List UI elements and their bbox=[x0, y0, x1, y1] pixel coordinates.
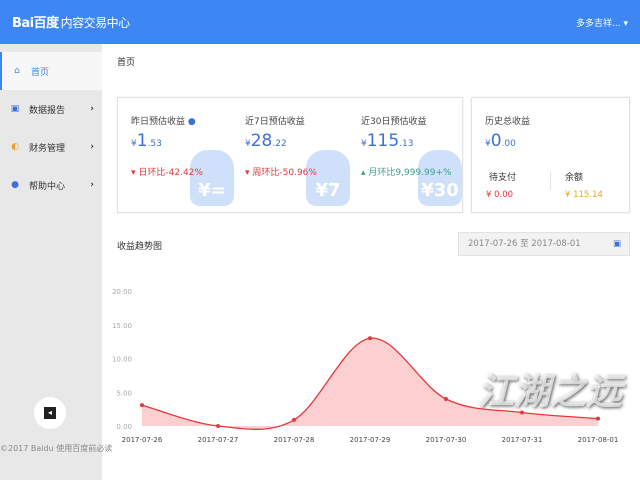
breadcrumb: 首页 bbox=[117, 58, 136, 68]
x-tick-label: 2017-07-30 bbox=[426, 436, 467, 444]
collapse-icon: ◂ bbox=[44, 407, 56, 419]
sidebar-item-home[interactable]: ⌂ 首页 bbox=[0, 52, 102, 90]
help-icon[interactable]: ● bbox=[187, 117, 196, 127]
data-point bbox=[216, 424, 220, 428]
estimate-card: ¥= ¥7 ¥30 昨日预估收益 ● ¥1.53 ▾ 日环比-42.42% 近7… bbox=[117, 97, 463, 213]
x-tick-label: 2017-08-01 bbox=[578, 436, 619, 444]
money-bag-icon: ¥= bbox=[190, 150, 234, 206]
chevron-right-icon: › bbox=[90, 104, 94, 114]
chevron-right-icon: › bbox=[90, 180, 94, 190]
x-tick-label: 2017-07-28 bbox=[274, 436, 315, 444]
x-tick-label: 2017-07-31 bbox=[502, 436, 543, 444]
data-point bbox=[520, 410, 524, 415]
date-range-picker[interactable]: 2017-07-26 至 2017-08-01 ▣ bbox=[458, 232, 630, 256]
home-icon: ⌂ bbox=[14, 66, 20, 76]
user-menu[interactable]: 多多吉祥... ▾ bbox=[576, 19, 628, 29]
trend-title: 收益趋势图 bbox=[117, 242, 163, 252]
arrow-down-icon: ▾ bbox=[131, 168, 139, 178]
chevron-right-icon: › bbox=[90, 142, 94, 152]
logo[interactable]: Bai百度 内容交易中心 bbox=[12, 16, 131, 31]
top-bar: Bai百度 内容交易中心 多多吉祥... ▾ bbox=[0, 0, 640, 44]
y-tick-label: 15.00 bbox=[112, 322, 132, 330]
sidebar-item-reports[interactable]: ▣ 数据报告 › bbox=[10, 104, 94, 116]
copyright: ©2017 Baidu 使用百度前必读 bbox=[0, 444, 113, 453]
x-tick-label: 2017-07-27 bbox=[198, 436, 239, 444]
help-icon: ● bbox=[11, 180, 19, 190]
balance-label: 余额 bbox=[565, 173, 584, 183]
y-tick-label: 5.00 bbox=[116, 389, 132, 397]
data-point bbox=[444, 397, 448, 401]
money-bag-icon: ¥7 bbox=[306, 150, 350, 206]
sidebar-item-help[interactable]: ● 帮助中心 › bbox=[11, 180, 94, 192]
stat-7days: 近7日预估收益 ¥28.22 ▾ 周环比-50.96% bbox=[245, 117, 317, 178]
data-point bbox=[596, 416, 600, 421]
sidebar-item-finance[interactable]: ◐ 财务管理 › bbox=[11, 142, 94, 154]
history-card: 历史总收益 ¥0.00 待支付 ¥ 0.00 余额 ¥ 115.14 bbox=[471, 97, 630, 213]
divider bbox=[550, 172, 551, 190]
sidebar: ⌂ 首页 ▣ 数据报告 › ◐ 财务管理 › ● 帮助中心 › ◂ bbox=[0, 44, 102, 480]
caret-down-icon: ▾ bbox=[623, 19, 628, 29]
y-tick-label: 20.00 bbox=[112, 288, 132, 296]
pending-value: ¥ 0.00 bbox=[486, 190, 514, 200]
x-tick-label: 2017-07-29 bbox=[350, 436, 391, 444]
history-total: 历史总收益 ¥0.00 bbox=[485, 117, 531, 151]
stat-yesterday: 昨日预估收益 ● ¥1.53 ▾ 日环比-42.42% bbox=[131, 117, 203, 178]
stat-30days: 近30日预估收益 ¥115.13 ▴ 月环比9,999.99+% bbox=[361, 117, 452, 178]
watermark: 江湖之远 bbox=[478, 372, 623, 413]
report-icon: ▣ bbox=[10, 104, 20, 114]
collapse-sidebar-button[interactable]: ◂ bbox=[34, 397, 66, 429]
y-tick-label: 10.00 bbox=[112, 356, 132, 364]
pending-label: 待支付 bbox=[489, 173, 517, 183]
arrow-up-icon: ▴ bbox=[361, 168, 369, 178]
app-title: 内容交易中心 bbox=[60, 16, 131, 30]
data-point bbox=[292, 417, 296, 422]
y-tick-label: 0.00 bbox=[116, 423, 132, 431]
balance-value: ¥ 115.14 bbox=[565, 190, 603, 200]
finance-icon: ◐ bbox=[11, 142, 19, 152]
data-point bbox=[140, 403, 144, 408]
x-tick-label: 2017-07-26 bbox=[122, 436, 163, 444]
area-fill bbox=[142, 338, 598, 430]
calendar-icon: ▣ bbox=[612, 239, 621, 249]
arrow-down-icon: ▾ bbox=[245, 168, 253, 178]
money-bag-icon: ¥30 bbox=[418, 150, 462, 206]
data-point bbox=[368, 336, 372, 341]
